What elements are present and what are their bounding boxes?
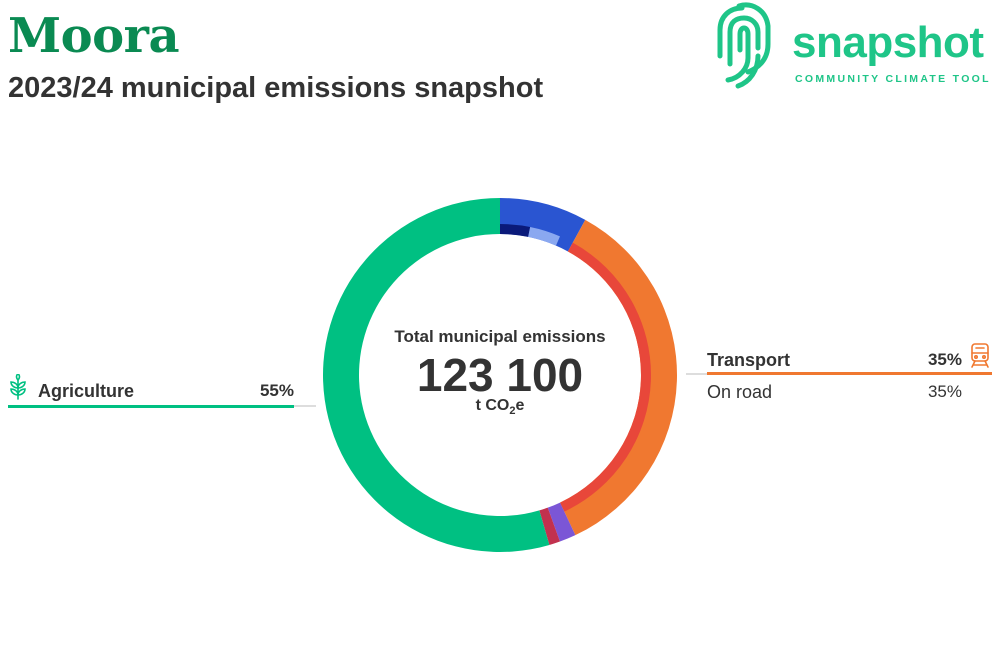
page-title: Moora — [8, 8, 180, 64]
logo-wordmark: snapshot — [792, 18, 984, 67]
sector-label-agriculture[interactable]: Agriculture 55% — [8, 372, 294, 410]
sector-underline — [707, 372, 992, 375]
page-subtitle: 2023/24 municipal emissions snapshot — [8, 72, 544, 104]
donut-slice-transport[interactable] — [560, 219, 677, 536]
sector-percent: 55% — [259, 381, 294, 400]
wheat-sprout-icon — [10, 374, 26, 400]
logo-tagline: COMMUNITY CLIMATE TOOL — [795, 73, 991, 85]
total-label: Total municipal emissions — [394, 327, 606, 346]
train-icon — [971, 343, 989, 368]
fingerprint-swirl-icon — [717, 2, 771, 89]
snapshot-logo[interactable]: snapshot COMMUNITY CLIMATE TOOL — [712, 0, 1000, 90]
donut-slice-stationary-energy[interactable] — [500, 198, 586, 252]
donut-subslice-stationary-energy-sub-1[interactable] — [500, 224, 531, 237]
total-value: 123 100 — [416, 349, 584, 401]
subsector-name: On road — [707, 382, 773, 402]
subsector-percent: 35% — [927, 382, 962, 401]
sector-percent: 35% — [927, 350, 962, 369]
sector-name: Transport — [707, 350, 791, 370]
sector-label-transport[interactable]: Transport 35% On road 35% — [707, 340, 992, 410]
donut-slice-agriculture[interactable] — [323, 198, 550, 552]
donut-slice-waste[interactable] — [547, 502, 576, 542]
donut-subslice-on-road[interactable] — [560, 242, 652, 512]
donut-slice-industrial-processes[interactable] — [539, 507, 560, 545]
sector-name: Agriculture — [38, 381, 135, 401]
sector-underline — [8, 405, 294, 408]
donut-subslice-stationary-energy-sub-2[interactable] — [528, 227, 560, 246]
donut-center-summary: Total municipal emissions 123 100 t CO2e — [380, 326, 620, 419]
total-unit: t CO2e — [475, 397, 525, 418]
